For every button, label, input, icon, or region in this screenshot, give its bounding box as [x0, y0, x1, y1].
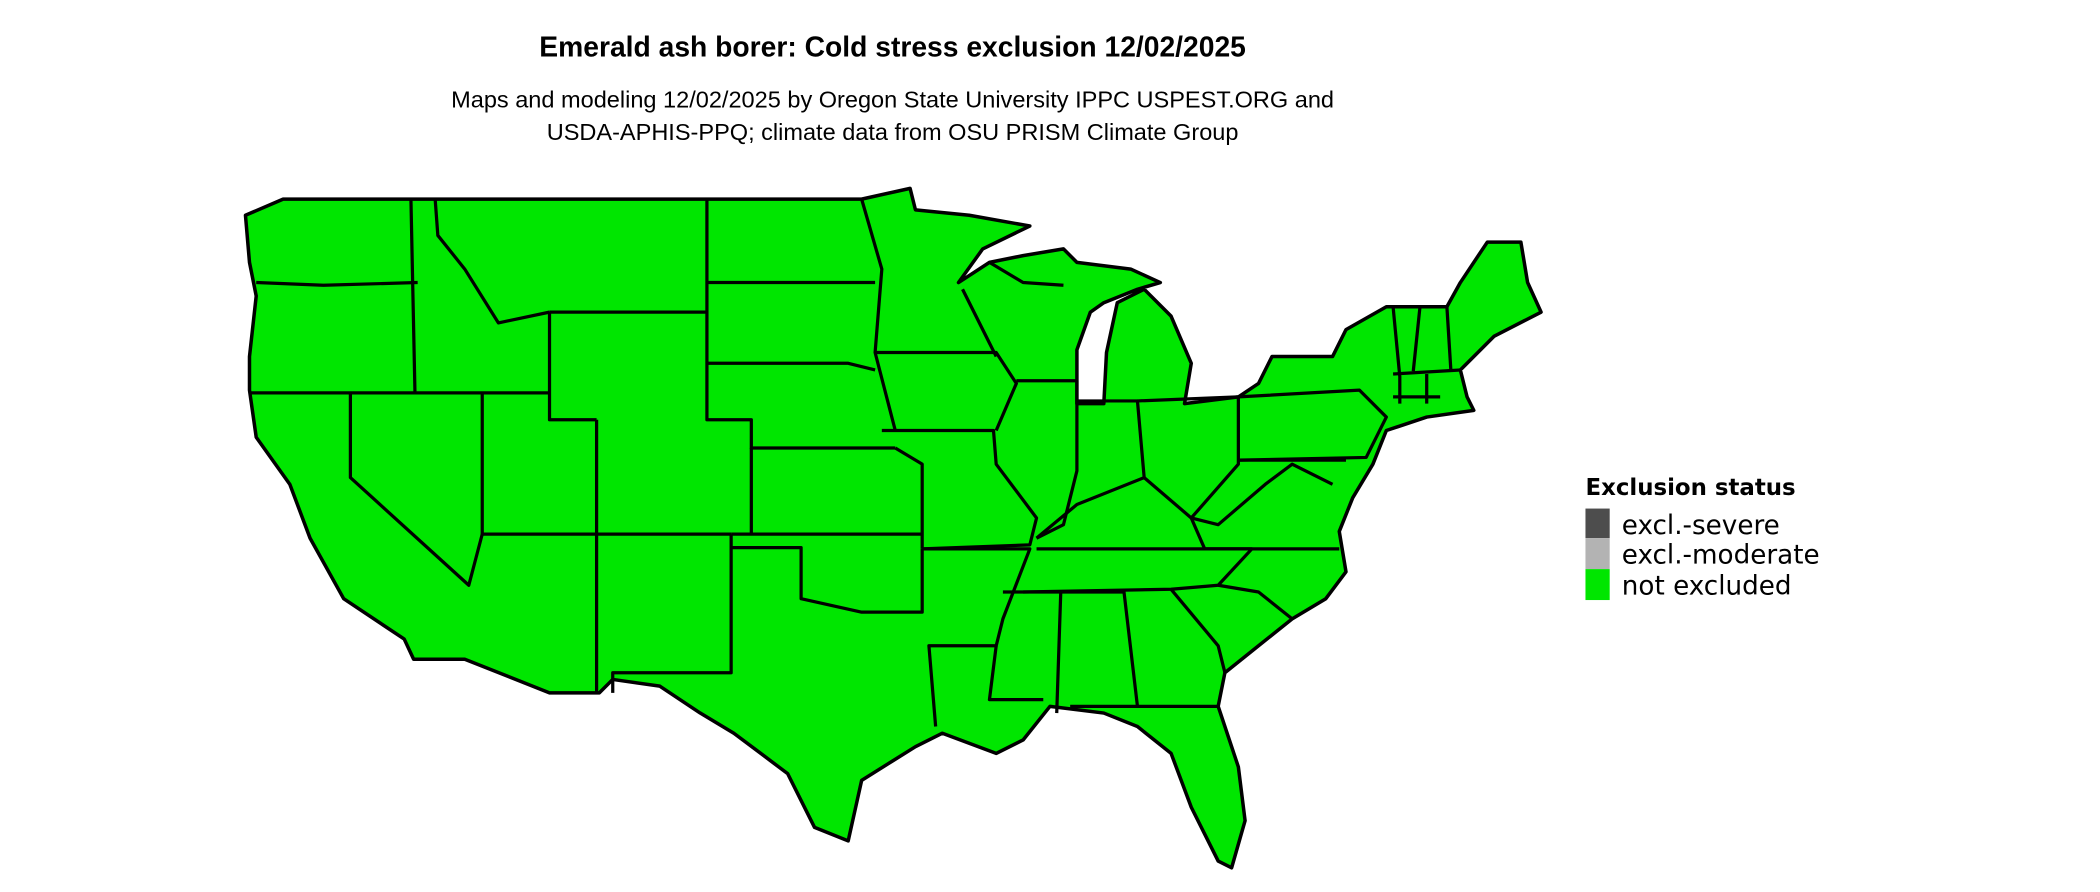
legend-item-not-excluded: not excluded: [1585, 569, 1792, 602]
legend-item-severe: excl.-severe: [1585, 508, 1780, 541]
us-outline: [243, 186, 1543, 870]
state-borders: [249, 198, 1461, 727]
map-subtitle-line-2: USDA-APHIS-PPQ; climate data from OSU PR…: [547, 119, 1239, 145]
legend-swatch-not-excluded: [1585, 569, 1610, 601]
legend: Exclusion status excl.-severe excl.-mode…: [1585, 475, 1819, 602]
map-title: Emerald ash borer: Cold stress exclusion…: [539, 31, 1246, 63]
legend-label-severe: excl.-severe: [1622, 511, 1780, 541]
map-subtitle-line-1: Maps and modeling 12/02/2025 by Oregon S…: [451, 87, 1334, 113]
legend-label-moderate: excl.-moderate: [1622, 541, 1820, 571]
legend-item-moderate: excl.-moderate: [1585, 538, 1820, 571]
legend-label-not-excluded: not excluded: [1622, 572, 1792, 602]
us-map: [243, 186, 1543, 870]
legend-swatch-moderate: [1585, 538, 1610, 570]
legend-swatch-severe: [1585, 508, 1610, 539]
legend-title: Exclusion status: [1585, 475, 1795, 501]
